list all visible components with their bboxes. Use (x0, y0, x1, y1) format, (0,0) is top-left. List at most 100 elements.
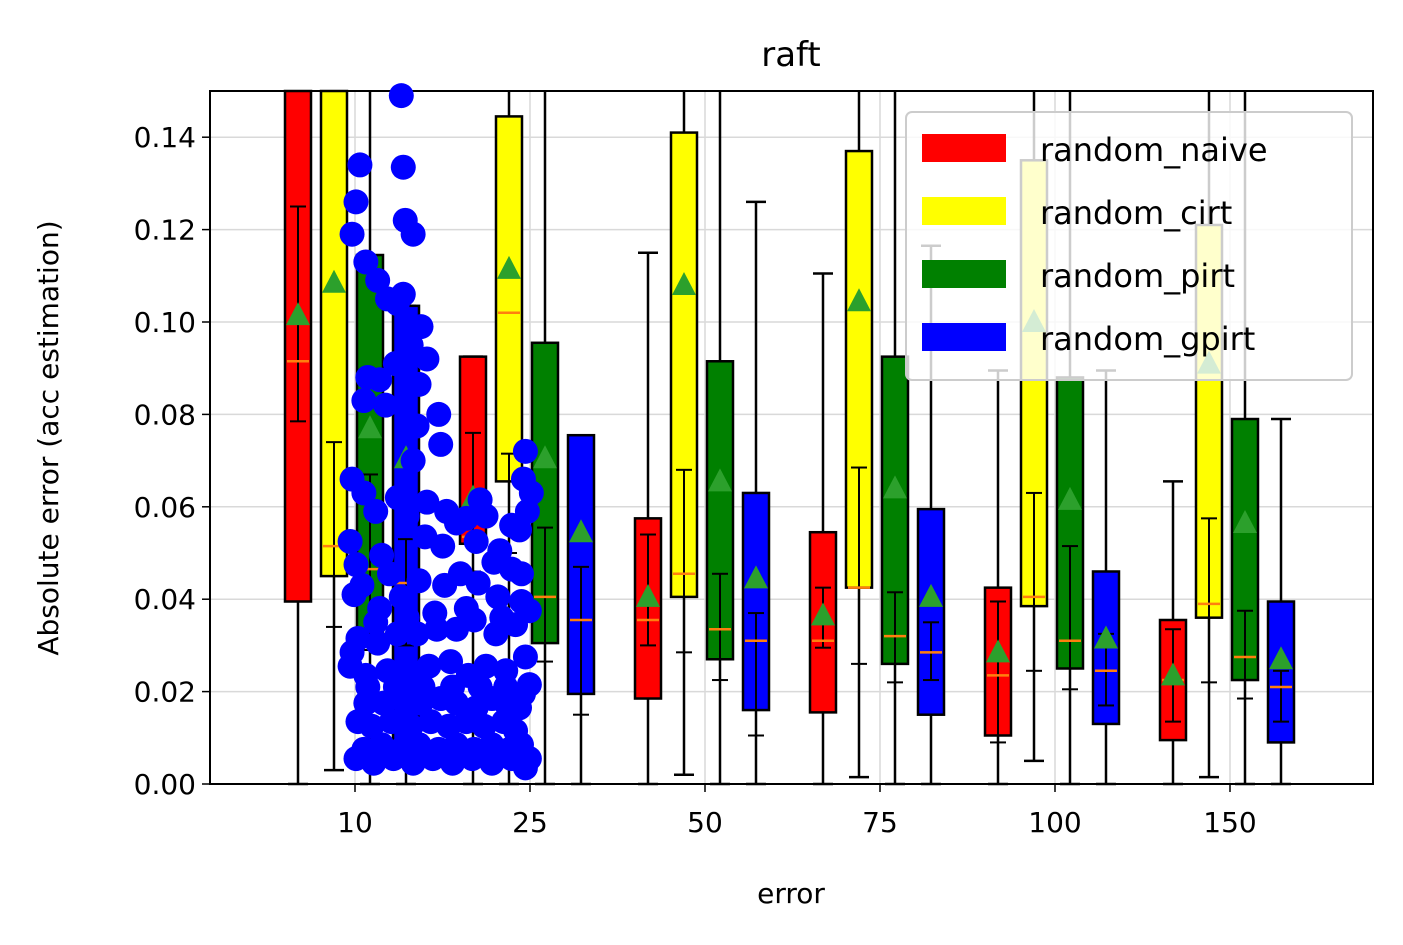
outlier-point (394, 503, 420, 529)
outlier-point (443, 616, 469, 642)
outlier-point (337, 528, 363, 554)
outlier-point (414, 489, 440, 515)
legend-box: random_naive random_cirt random_pirtrandom… (905, 111, 1353, 381)
y-axis-label: Absolute error (acc estimation) (32, 220, 65, 655)
y-tick-label: 0.12 (134, 214, 196, 247)
mean-marker (1058, 486, 1082, 510)
y-tick-label: 0.14 (134, 121, 196, 154)
outlier-point (400, 750, 426, 776)
outlier-point (416, 653, 442, 679)
y-tick-label: 0.08 (134, 398, 196, 431)
y-tick-label: 0.06 (134, 491, 196, 524)
y-tick-label: 0.10 (134, 306, 196, 339)
outlier-point (365, 630, 391, 656)
x-axis-label: error (757, 877, 825, 910)
mean-marker (636, 583, 660, 607)
mean-marker (708, 468, 732, 492)
outlier-point (363, 609, 389, 635)
chart-title: raft (761, 35, 821, 75)
outlier-point (390, 154, 416, 180)
mean-marker (919, 583, 943, 607)
outlier-point (412, 524, 438, 550)
mean-marker (1161, 662, 1185, 686)
mean-marker (847, 288, 871, 312)
axes: 0.00 0.02 0.04 0.06 0.08 0.10 0.12 0.14 10 25 50 75… (134, 90, 1374, 839)
outlier-point (400, 221, 426, 247)
outlier-point (428, 431, 454, 457)
outlier-point (408, 314, 434, 340)
outlier-point (404, 413, 430, 439)
mean-marker (672, 272, 696, 296)
box-random_cirt (494, 115, 524, 483)
outlier-point (508, 589, 534, 615)
legend: random_naive random_cirt random_pirtrandom… (905, 111, 1353, 381)
mean-marker (986, 639, 1010, 663)
mean-marker (1233, 509, 1257, 533)
outlier-point (410, 674, 436, 700)
x-tick-label: 25 (512, 806, 548, 839)
outlier-point (343, 552, 369, 578)
outlier-point (388, 584, 414, 610)
outlier-point (512, 644, 538, 670)
outlier-point (463, 528, 489, 554)
outlier-point (465, 570, 491, 596)
x-tick-label: 75 (862, 806, 898, 839)
legend-label-random_gpirt: random_gpirt (1040, 320, 1255, 358)
outlier-point (373, 392, 399, 418)
outlier-point (347, 152, 373, 178)
mean-marker (533, 445, 557, 469)
legend-label-random_pirt: random_pirt (1040, 257, 1235, 295)
x-tick-label: 150 (1203, 806, 1256, 839)
outlier-point (351, 480, 377, 506)
outlier-point (467, 674, 493, 700)
outlier-point (453, 595, 479, 621)
outlier-point (380, 746, 406, 772)
outlier-points (337, 83, 544, 781)
y-tick-label: 0.04 (134, 583, 196, 616)
mean-marker (744, 565, 768, 589)
legend-swatch-random_naive (922, 134, 1006, 162)
outlier-point (400, 448, 426, 474)
outlier-point (440, 674, 466, 700)
outlier-point (394, 605, 420, 631)
outlier-point (406, 568, 432, 594)
outlier-point (453, 505, 479, 531)
outlier-point (426, 401, 452, 427)
outlier-point (353, 249, 379, 275)
outlier-point (489, 605, 515, 631)
y-tick-label: 0.00 (134, 768, 196, 801)
legend-label-random_naive: random_naive (1040, 131, 1268, 169)
x-tick-label: 10 (337, 806, 373, 839)
outlier-point (384, 291, 410, 317)
outlier-point (440, 750, 466, 776)
outlier-point (420, 746, 446, 772)
y-tick-label: 0.02 (134, 676, 196, 709)
legend-swatch-random_pirt (922, 260, 1006, 288)
outlier-point (414, 346, 440, 372)
x-tick-label: 100 (1028, 806, 1081, 839)
outlier-point (355, 364, 381, 390)
outlier-point (485, 584, 511, 610)
mean-marker (1094, 625, 1118, 649)
outlier-point (378, 709, 404, 735)
outlier-point (479, 750, 505, 776)
outlier-point (382, 674, 408, 700)
outlier-point (388, 83, 414, 109)
outlier-point (516, 746, 542, 772)
outlier-point (422, 600, 448, 626)
box-random_gpirt (916, 507, 946, 716)
mean-marker (883, 475, 907, 499)
outlier-point (499, 512, 525, 538)
mean-marker (497, 255, 521, 279)
mean-marker (286, 302, 310, 326)
outlier-point (473, 653, 499, 679)
outlier-point (361, 750, 387, 776)
mean-marker (1269, 646, 1293, 670)
mean-marker (569, 519, 593, 543)
mean-marker (358, 415, 382, 439)
mean-marker (322, 269, 346, 293)
outlier-point (512, 438, 538, 464)
outlier-point (459, 746, 485, 772)
outlier-point (343, 189, 369, 215)
